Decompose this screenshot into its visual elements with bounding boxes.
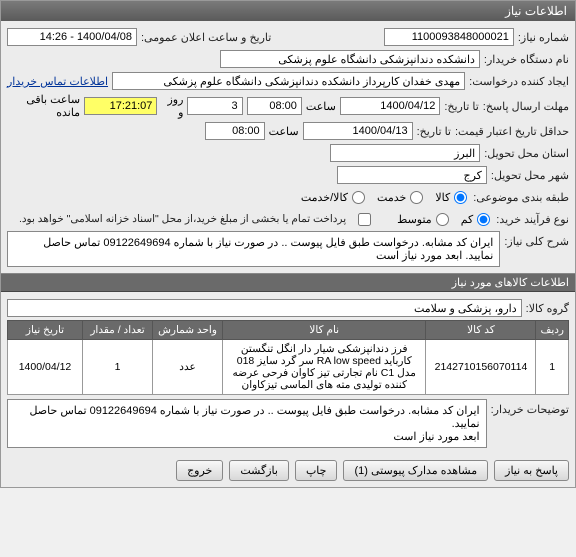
contact-link[interactable]: اطلاعات تماس خریدار	[7, 75, 108, 88]
deadline-label: مهلت ارسال پاسخ:	[483, 100, 569, 113]
col-code: کد کالا	[426, 321, 536, 340]
table-row: 1 2142710156070114 فرز دندانپزشکی شیار د…	[8, 340, 569, 395]
cell-unit: عدد	[153, 340, 223, 395]
time-label-2: ساعت	[269, 125, 299, 138]
days-and-label: روز و	[161, 93, 183, 119]
radio-low[interactable]: کم	[461, 213, 493, 226]
items-header: اطلاعات کالاهای مورد نیاز	[1, 273, 575, 292]
need-info-window: اطلاعات نیاز شماره نیاز: 110009384800002…	[0, 0, 576, 488]
time-label-1: ساعت	[306, 100, 336, 113]
buttons-bar: پاسخ به نیاز مشاهده مدارک پیوستی (1) چاپ…	[1, 454, 575, 487]
col-name: نام کالا	[223, 321, 426, 340]
buy-process-label: نوع فرآیند خرید:	[496, 213, 569, 226]
subject-group-row: طبقه بندی موضوعی: کالا خدمت کالا/خدمت	[7, 187, 569, 207]
need-no-value: 1100093848000021	[384, 28, 514, 46]
radio-medium[interactable]: متوسط	[397, 213, 451, 226]
treasury-note: پرداخت تمام یا بخشی از مبلغ خرید،از محل …	[19, 213, 346, 225]
exit-button[interactable]: خروج	[176, 460, 223, 481]
cell-idx: 1	[536, 340, 569, 395]
treasury-checkbox[interactable]	[358, 213, 371, 226]
creator-label: ایجاد کننده درخواست:	[469, 75, 569, 88]
main-form: شماره نیاز: 1100093848000021 تاریخ و ساع…	[1, 21, 575, 273]
city-value: کرج	[337, 166, 487, 184]
radio-goods-service-input[interactable]	[352, 191, 365, 204]
radio-goods-service[interactable]: کالا/خدمت	[301, 191, 367, 204]
province-value: البرز	[330, 144, 480, 162]
desc-value: ایران کد مشابه. درخواست طبق فایل پیوست .…	[7, 231, 500, 267]
buyer-org-label: نام دستگاه خریدار:	[484, 53, 569, 66]
items-table: ردیف کد کالا نام کالا واحد شمارش تعداد /…	[7, 320, 569, 395]
col-date: تاریخ نیاز	[8, 321, 83, 340]
buyer-org-value: دانشکده دندانپزشکی دانشگاه علوم پزشکی	[220, 50, 480, 68]
radio-low-input[interactable]	[477, 213, 490, 226]
radio-goods-input[interactable]	[454, 191, 467, 204]
province-label: استان محل تحویل:	[484, 147, 569, 160]
min-valid-date: 1400/04/13	[303, 122, 413, 140]
radio-goods[interactable]: کالا	[435, 191, 469, 204]
back-button[interactable]: بازگشت	[229, 460, 289, 481]
desc-label: شرح کلی نیاز:	[504, 231, 569, 248]
cell-date: 1400/04/12	[8, 340, 83, 395]
city-label: شهر محل تحویل:	[491, 169, 569, 182]
titlebar: اطلاعات نیاز	[1, 1, 575, 21]
treasury-check[interactable]	[356, 213, 373, 226]
public-datetime-label: تاریخ و ساعت اعلان عمومی:	[141, 31, 271, 44]
radio-service[interactable]: خدمت	[377, 191, 425, 204]
to-date-label: تا تاریخ:	[444, 100, 478, 113]
deadline-date: 1400/04/12	[340, 97, 441, 115]
goods-group-value: دارو، پزشکی و سلامت	[7, 299, 522, 317]
buyer-notes-value: ایران کد مشابه. درخواست طبق فایل پیوست .…	[7, 399, 487, 448]
public-datetime-value: 1400/04/08 - 14:26	[7, 28, 137, 46]
min-valid-label: حداقل تاریخ اعتبار قیمت:	[455, 125, 569, 138]
cell-name: فرز دندانپزشکی شیار دار انگل تنگستن کارب…	[223, 340, 426, 395]
print-button[interactable]: چاپ	[295, 460, 338, 481]
col-idx: ردیف	[536, 321, 569, 340]
to-date-label-2: تا تاریخ:	[417, 125, 451, 138]
need-no-label: شماره نیاز:	[518, 31, 569, 44]
window-title: اطلاعات نیاز	[505, 4, 567, 18]
subject-group-label: طبقه بندی موضوعی:	[473, 191, 569, 204]
cell-code: 2142710156070114	[426, 340, 536, 395]
cell-qty: 1	[83, 340, 153, 395]
radio-medium-input[interactable]	[436, 213, 449, 226]
buyer-notes-label: توضیحات خریدار:	[491, 399, 569, 416]
min-valid-time: 08:00	[205, 122, 265, 140]
time-remaining-label: ساعت باقی مانده	[7, 93, 80, 119]
deadline-time: 08:00	[247, 97, 302, 115]
goods-group-label: گروه کالا:	[526, 302, 569, 315]
countdown: 17:21:07	[84, 97, 157, 115]
col-qty: تعداد / مقدار	[83, 321, 153, 340]
reply-button[interactable]: پاسخ به نیاز	[494, 460, 569, 481]
creator-value: مهدی خفدان کارپرداز دانشکده دندانپزشکی د…	[112, 72, 465, 90]
items-area: گروه کالا: دارو، پزشکی و سلامت ردیف کد ک…	[1, 292, 575, 454]
buy-process-row: نوع فرآیند خرید: کم متوسط پرداخت تمام یا…	[7, 209, 569, 229]
radio-service-input[interactable]	[410, 191, 423, 204]
days-remaining: 3	[187, 97, 242, 115]
attachments-button[interactable]: مشاهده مدارک پیوستی (1)	[343, 460, 488, 481]
col-unit: واحد شمارش	[153, 321, 223, 340]
